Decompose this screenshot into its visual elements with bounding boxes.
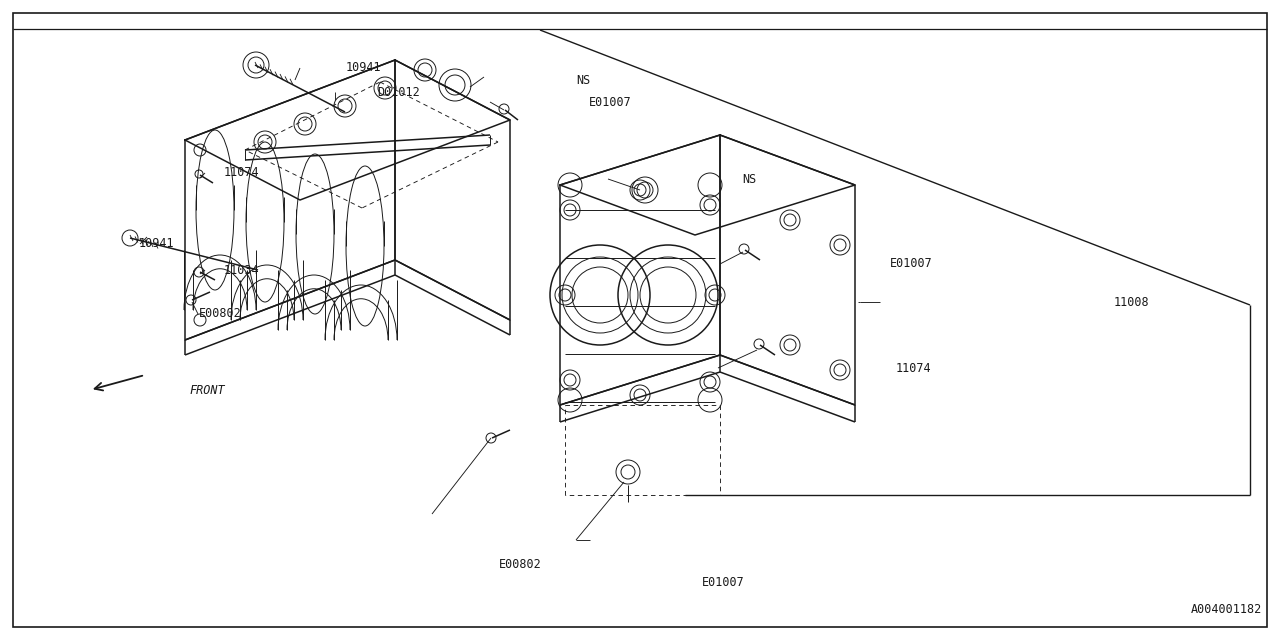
Text: 10941: 10941 <box>346 61 381 74</box>
Text: E00802: E00802 <box>499 558 541 571</box>
Text: E00802: E00802 <box>198 307 241 320</box>
Text: E01007: E01007 <box>890 257 932 270</box>
Text: 10941: 10941 <box>138 237 174 250</box>
Text: FRONT: FRONT <box>189 384 225 397</box>
Text: 11034: 11034 <box>224 264 260 276</box>
Text: NS: NS <box>576 74 590 86</box>
Text: NS: NS <box>742 173 756 186</box>
Text: D01012: D01012 <box>378 86 420 99</box>
Text: 11008: 11008 <box>1114 296 1149 308</box>
Text: 11074: 11074 <box>896 362 932 374</box>
Text: 11074: 11074 <box>224 166 260 179</box>
Text: E01007: E01007 <box>589 96 631 109</box>
Text: E01007: E01007 <box>701 576 744 589</box>
Text: A004001182: A004001182 <box>1190 603 1262 616</box>
